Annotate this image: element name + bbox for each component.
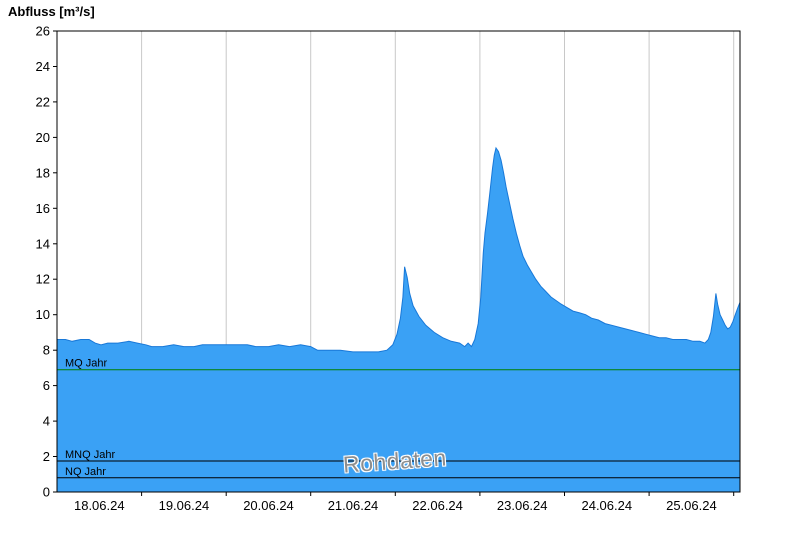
x-tick-label: 22.06.24 (412, 498, 463, 513)
y-tick-label: 18 (36, 165, 50, 180)
y-tick-label: 6 (43, 378, 50, 393)
y-tick-label: 26 (36, 24, 50, 39)
refline-label-mnq-jahr: MNQ Jahr (65, 449, 115, 461)
x-axis: 18.06.24 19.06.24 20.06.24 21.06.24 22.06.24… (74, 492, 735, 513)
x-tick-label: 19.06.24 (159, 498, 210, 513)
y-tick-label: 2 (43, 449, 50, 464)
y-tick-label: 16 (36, 201, 50, 216)
plot-border (56, 30, 741, 493)
y-tick-label: 0 (43, 485, 50, 500)
y-tick-label: 14 (36, 236, 50, 251)
x-tick-label: 23.06.24 (497, 498, 548, 513)
x-tick-label: 21.06.24 (328, 498, 379, 513)
y-tick-label: 24 (36, 59, 50, 74)
refline-label-mq-jahr: MQ Jahr (65, 358, 108, 370)
x-tick-label: 24.06.24 (581, 498, 632, 513)
x-tick-label: 20.06.24 (243, 498, 294, 513)
x-tick-label: 18.06.24 (74, 498, 125, 513)
y-tick-label: 12 (36, 272, 50, 287)
x-tick-label: 25.06.24 (666, 498, 717, 513)
discharge-line (57, 146, 741, 353)
y-tick-label: 4 (43, 414, 50, 429)
y-axis-title: Abfluss [m³/s] (8, 4, 95, 19)
discharge-area (57, 148, 740, 492)
y-tick-label: 8 (43, 343, 50, 358)
y-tick-label: 10 (36, 307, 50, 322)
y-tick-label: 22 (36, 94, 50, 109)
refline-label-nq-jahr: NQ Jahr (65, 466, 106, 478)
reference-lines: MQ Jahr MNQ Jahr NQ Jahr (57, 358, 740, 479)
y-tick-label: 20 (36, 130, 50, 145)
